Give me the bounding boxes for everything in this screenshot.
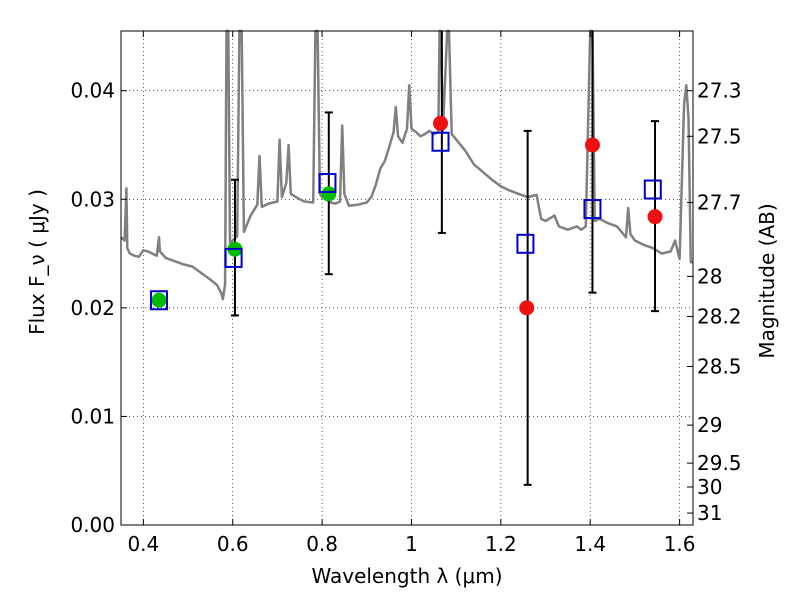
y-tick-label: 0.03	[70, 187, 115, 211]
y-tick-label: 0.02	[70, 296, 115, 320]
right-tick-label: 28.5	[697, 354, 742, 378]
right-tick-label: 29	[697, 413, 722, 437]
measurement-point	[647, 209, 663, 225]
right-tick-label: 30	[697, 475, 722, 499]
right-tick-label: 28.2	[697, 305, 742, 329]
right-tick-label: 28	[697, 264, 722, 288]
marker-layer	[149, 115, 663, 316]
ticks-layer: 0.4 0.6 0.8 1 1.2 1.4 1.6 0.00 0.01 0.02 0.03 0.04 2…	[70, 31, 742, 556]
y-axis-label: Flux F_ν ( μJy )	[25, 189, 49, 335]
y-tick-label: 0.01	[70, 404, 115, 428]
right-axis-label: Magnitude (AB)	[755, 203, 779, 358]
y-tick-label: 0.00	[70, 513, 115, 537]
x-tick-label: 0.6	[217, 532, 249, 556]
right-tick-label: 27.3	[697, 79, 742, 103]
model-photometry-point	[516, 233, 535, 254]
right-tick-label: 29.5	[697, 451, 742, 475]
y-tick-label: 0.04	[70, 79, 115, 103]
x-tick-label: 1.6	[664, 532, 696, 556]
model-photometry-point	[583, 199, 602, 220]
x-tick-label: 0.8	[306, 532, 338, 556]
measurement-point	[584, 137, 600, 153]
model-photometry-point	[149, 290, 168, 311]
x-tick-label: 1	[405, 532, 418, 556]
plot-frame	[120, 30, 694, 526]
right-tick-label: 31	[697, 501, 722, 525]
model-photometry-point	[318, 173, 337, 193]
model-photometry-point	[224, 247, 243, 268]
x-tick-label: 0.4	[127, 532, 159, 556]
measurement-point	[433, 115, 449, 131]
right-tick-label: 27.7	[697, 191, 742, 215]
x-axis-label: Wavelength λ (μm)	[311, 564, 502, 588]
model-photometry-point	[431, 131, 450, 152]
detection-point	[151, 292, 167, 308]
measurement-point	[519, 300, 535, 316]
right-tick-label: 27.5	[697, 124, 742, 148]
x-tick-label: 1.2	[485, 532, 517, 556]
model-photometry-point	[643, 179, 662, 200]
x-tick-label: 1.4	[574, 532, 606, 556]
detection-point	[321, 186, 337, 202]
